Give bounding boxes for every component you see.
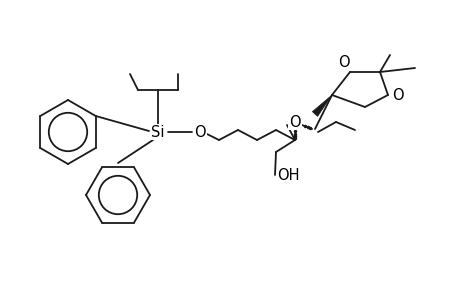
Text: O: O (392, 88, 403, 103)
Text: O: O (337, 55, 349, 70)
Polygon shape (312, 95, 331, 116)
Text: O: O (194, 124, 205, 140)
Text: O: O (289, 115, 300, 130)
Text: OH: OH (276, 167, 299, 182)
Text: Si: Si (151, 124, 164, 140)
